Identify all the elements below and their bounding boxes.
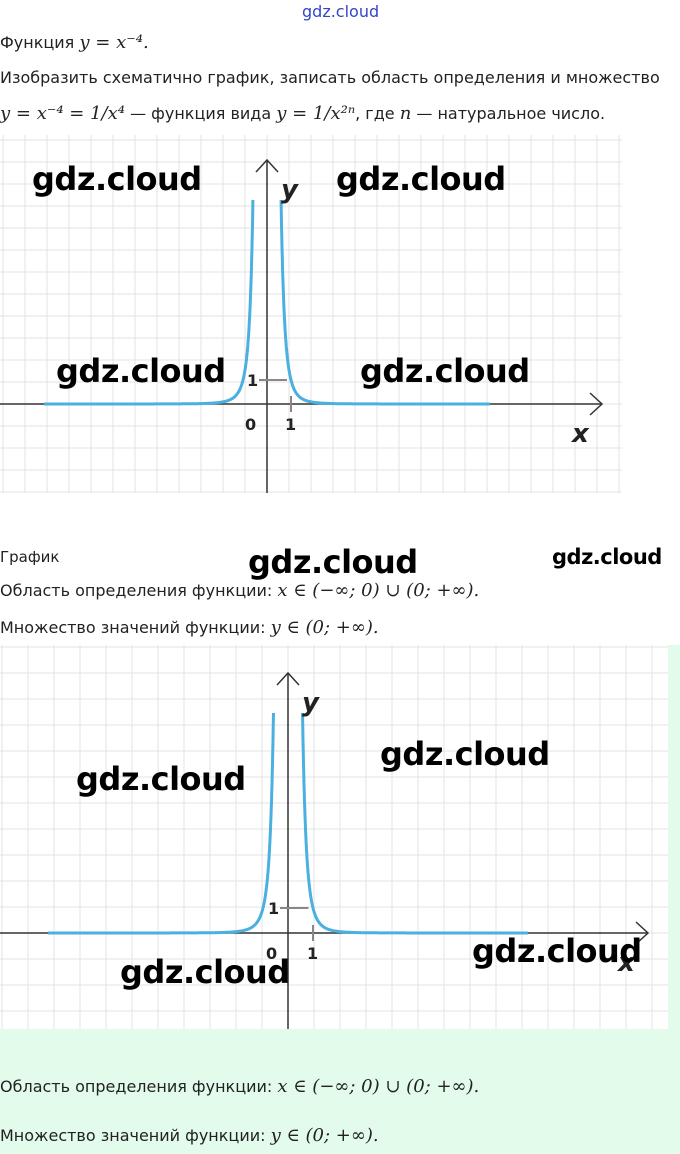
watermark: gdz.cloud: [336, 160, 506, 198]
x-tick-label: 1: [285, 415, 296, 434]
origin-label: 0: [245, 415, 256, 434]
domain-value: x ∈ (−∞; 0) ∪ (0; +∞).: [277, 580, 480, 601]
watermark: gdz.cloud: [472, 932, 642, 970]
graph-background: [0, 645, 668, 1029]
x-axis-arrow: [635, 921, 650, 945]
graph-1: y x 0 1 1: [0, 135, 622, 493]
watermark: gdz.cloud: [552, 545, 662, 569]
graph-heading: График: [0, 548, 60, 566]
y-axis-arrow: [255, 158, 279, 173]
task-text: Изобразить схематично график, записать о…: [0, 68, 660, 87]
y-tick-label: 1: [268, 899, 279, 918]
function-formula: y = x⁻⁴.: [79, 32, 149, 53]
y-axis-label: y: [281, 175, 299, 205]
function-label: Функция: [0, 33, 75, 52]
range-line-2: Множество значений функции: y ∈ (0; +∞).: [0, 1125, 379, 1146]
curve-left-branch: [48, 712, 275, 935]
y-tick-label: 1: [247, 371, 258, 390]
range-value: y ∈ (0; +∞).: [270, 617, 379, 638]
domain-label: Область определения функции:: [0, 581, 273, 600]
text-1: — функция вида: [130, 104, 272, 123]
curve-left-branch: [44, 199, 255, 406]
formula-2: y = 1/x²ⁿ: [276, 103, 356, 124]
range-line-1: Множество значений функции: y ∈ (0; +∞).: [0, 617, 379, 638]
x-axis-label: x: [570, 419, 590, 449]
curve-right-branch: [279, 199, 490, 406]
x-axis-label: x: [616, 948, 636, 978]
watermark: gdz.cloud: [248, 543, 418, 581]
range-label: Множество значений функции:: [0, 618, 266, 637]
range-label: Множество значений функции:: [0, 1126, 266, 1145]
explanation-line: y = x⁻⁴ = 1/x⁴ — функция вида y = 1/x²ⁿ,…: [0, 103, 605, 124]
domain-line-1: Область определения функции: x ∈ (−∞; 0)…: [0, 580, 479, 601]
watermark-top: gdz.cloud: [302, 2, 380, 21]
range-value: y ∈ (0; +∞).: [270, 1125, 379, 1146]
domain-value: x ∈ (−∞; 0) ∪ (0; +∞).: [277, 1076, 480, 1097]
domain-label: Область определения функции:: [0, 1077, 273, 1096]
watermark: gdz.cloud: [360, 352, 530, 390]
x-tick-label: 1: [307, 944, 318, 963]
function-line: Функция y = x⁻⁴.: [0, 32, 149, 53]
x-axis-arrow: [589, 392, 604, 416]
y-axis-label: y: [302, 688, 320, 718]
watermark: gdz.cloud: [32, 160, 202, 198]
watermark: gdz.cloud: [120, 953, 290, 991]
watermark: gdz.cloud: [380, 735, 550, 773]
watermark: gdz.cloud: [56, 352, 226, 390]
watermark: gdz.cloud: [76, 760, 246, 798]
y-axis-arrow: [276, 671, 300, 686]
formula-n: n: [399, 103, 412, 124]
text-2: , где: [355, 104, 395, 123]
text-3: — натуральное число.: [416, 104, 606, 123]
domain-line-2: Область определения функции: x ∈ (−∞; 0)…: [0, 1076, 479, 1097]
graph-2: y x 0 1 1: [0, 645, 668, 1029]
formula-1: y = x⁻⁴ = 1/x⁴: [0, 103, 125, 124]
origin-label: 0: [266, 944, 277, 963]
curve-right-branch: [301, 712, 528, 935]
